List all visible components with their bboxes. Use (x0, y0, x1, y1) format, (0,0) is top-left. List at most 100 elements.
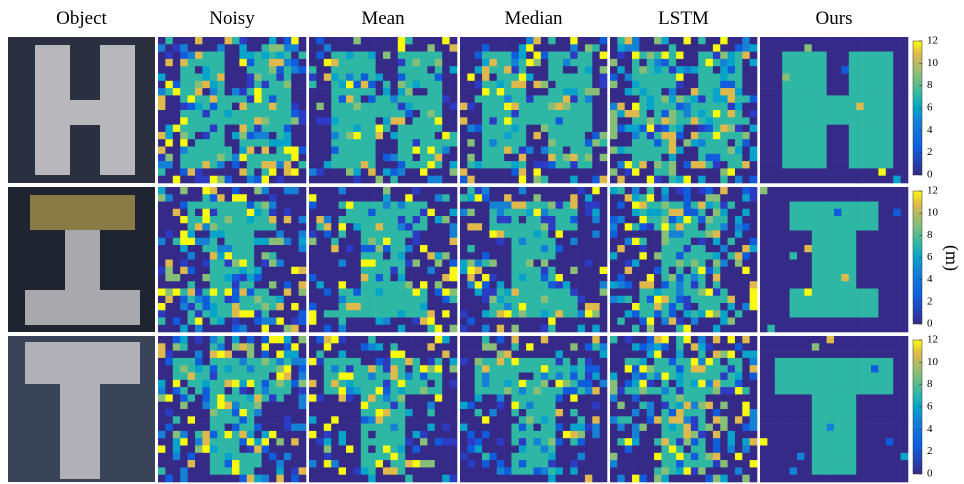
cell (299, 351, 307, 359)
cell (841, 81, 849, 89)
cell (878, 310, 886, 318)
cell (647, 281, 655, 289)
cell (316, 281, 324, 289)
cell (497, 351, 505, 359)
cell (504, 296, 512, 304)
cell (158, 343, 166, 351)
cell (600, 176, 608, 184)
cell (309, 252, 317, 260)
cell (812, 231, 820, 239)
cell (413, 438, 421, 446)
cell (269, 467, 277, 475)
cell (165, 475, 173, 483)
cell (450, 117, 458, 125)
cell (339, 154, 347, 162)
cell (376, 37, 384, 45)
cell (442, 460, 450, 468)
cell (427, 453, 435, 461)
cell (460, 103, 468, 111)
cell (346, 245, 354, 253)
cell (676, 44, 684, 52)
cell (247, 74, 255, 82)
cell (632, 74, 640, 82)
cell (526, 267, 534, 275)
cell (720, 318, 728, 326)
cell (893, 161, 901, 169)
cell (632, 125, 640, 133)
cell (617, 202, 625, 210)
cell (698, 110, 706, 118)
cell (804, 231, 812, 239)
cell (291, 438, 299, 446)
cell (239, 202, 247, 210)
cell (570, 231, 578, 239)
cell (254, 431, 262, 439)
cell (450, 238, 458, 246)
cell (339, 336, 347, 344)
cell (639, 103, 647, 111)
cell (849, 88, 857, 96)
cell (893, 44, 901, 52)
cell (511, 125, 519, 133)
cell (632, 168, 640, 176)
cell (878, 187, 886, 195)
cell (812, 176, 820, 184)
cell (654, 168, 662, 176)
cell (316, 416, 324, 424)
cell (849, 139, 857, 147)
cell (886, 59, 894, 67)
cell (669, 231, 677, 239)
cell (339, 296, 347, 304)
cell (893, 187, 901, 195)
cell (195, 267, 203, 275)
cell (812, 125, 820, 133)
cell (427, 343, 435, 351)
cell (383, 460, 391, 468)
cell (534, 103, 542, 111)
cell (173, 318, 181, 326)
cell (827, 88, 835, 96)
cell (383, 187, 391, 195)
cell (878, 303, 886, 311)
cell (519, 216, 527, 224)
cell (239, 66, 247, 74)
cell (217, 125, 225, 133)
cell (886, 95, 894, 103)
cell (632, 325, 640, 333)
cell (427, 424, 435, 432)
cell (489, 88, 497, 96)
cell (713, 37, 721, 45)
cell (225, 252, 233, 260)
cell (790, 274, 798, 282)
cell (188, 310, 196, 318)
cell (225, 52, 233, 60)
cell (504, 223, 512, 231)
cell (309, 303, 317, 311)
cell (804, 44, 812, 52)
cell (760, 95, 768, 103)
cell (797, 139, 805, 147)
cell (760, 231, 768, 239)
cell (519, 95, 527, 103)
cell (180, 44, 188, 52)
cell (398, 446, 406, 454)
cell (405, 460, 413, 468)
cell (467, 125, 475, 133)
cell (232, 223, 240, 231)
cell (698, 168, 706, 176)
cell (239, 187, 247, 195)
cell (548, 336, 556, 344)
cell (563, 303, 571, 311)
cell (376, 453, 384, 461)
cell (878, 281, 886, 289)
cell (841, 303, 849, 311)
cell (556, 402, 564, 410)
cell (442, 373, 450, 381)
cell (526, 223, 534, 231)
cell (871, 125, 879, 133)
cell (210, 438, 218, 446)
cell (239, 380, 247, 388)
cell (276, 318, 284, 326)
cell (812, 194, 820, 202)
cell (804, 289, 812, 297)
